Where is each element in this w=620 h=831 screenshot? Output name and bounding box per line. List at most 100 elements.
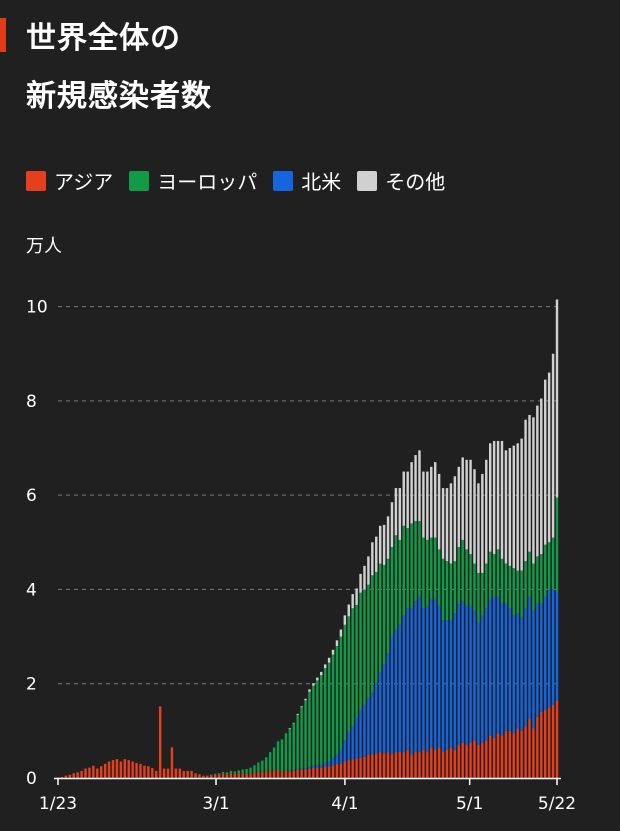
bar-segment-series1-day103	[461, 601, 464, 743]
bar-segment-series0-day23	[147, 766, 150, 778]
bar-segment-series0-day39	[210, 775, 213, 778]
bar-segment-series0-day111	[492, 737, 496, 778]
bar-segment-series0-day91	[414, 752, 417, 778]
bar-segment-series2-day67	[320, 675, 323, 765]
bar-segment-series0-day104	[465, 745, 468, 778]
bar-segment-series3-day99	[445, 488, 449, 562]
bar-segment-series1-day101	[453, 613, 457, 750]
bar-segment-series2-day42	[221, 771, 225, 774]
bar-segment-series1-day66	[316, 765, 319, 768]
bar-segment-series0-day105	[469, 742, 472, 778]
chart-title-line1: 世界全体の	[26, 21, 181, 56]
bar-segment-series2-day104	[465, 549, 468, 606]
bar-segment-series1-day117	[516, 613, 519, 729]
bar-segment-series1-day108	[481, 615, 484, 743]
bar-segment-series2-day53	[265, 757, 268, 772]
bar-segment-series0-day24	[151, 768, 154, 778]
bar-segment-series3-day97	[437, 473, 441, 550]
y-tick-label-4: 4	[26, 580, 37, 600]
bar-segment-series1-day114	[504, 603, 508, 731]
bar-segment-series1-day68	[323, 762, 327, 767]
bar-segment-series2-day120	[528, 551, 531, 597]
bar-segment-series1-day79	[367, 697, 370, 755]
legend-swatch-asia	[26, 170, 46, 191]
bar-segment-series0-day101	[453, 749, 457, 778]
bar-segment-series0-day33	[186, 770, 189, 778]
bar-segment-series0-day52	[261, 772, 264, 778]
bar-segment-series3-day83	[382, 524, 386, 565]
bar-segment-series0-day107	[477, 745, 480, 778]
bar-segment-series2-day123	[540, 554, 543, 604]
bar-segment-series0-day115	[508, 730, 512, 778]
bar-segment-series1-day85	[390, 636, 394, 755]
bar-segment-series1-day72	[339, 749, 343, 764]
bar-segment-series0-day77	[359, 757, 362, 778]
bar-segment-series0-day13	[107, 761, 111, 778]
bar-segment-series0-day82	[378, 752, 382, 778]
chart-title: 世界全体の 新規感染者数	[26, 10, 212, 126]
legend-label-europe: ヨーロッパ	[157, 170, 258, 194]
bar-segment-series0-day21	[139, 763, 142, 778]
bar-segment-series0-day89	[406, 749, 409, 778]
bar-segment-series0-day126	[551, 704, 555, 778]
bar-segment-series0-day10	[96, 768, 99, 778]
bar-segment-series3-day122	[536, 405, 539, 557]
bar-segment-series2-day77	[359, 592, 362, 711]
bar-segment-series0-day73	[343, 761, 347, 778]
x-tick-label-2: 4/1	[331, 794, 358, 814]
bar-segment-series0-day106	[473, 740, 476, 778]
bar-segment-series2-day54	[268, 752, 272, 771]
bar-segment-series3-day73	[343, 615, 347, 625]
bar-segment-series2-day81	[375, 571, 378, 683]
bar-segment-series1-day64	[308, 767, 311, 769]
bar-segment-series1-day126	[551, 589, 555, 705]
bar-segment-series1-day116	[512, 615, 515, 734]
bar-segment-series3-day101	[453, 476, 457, 562]
x-tick-label-0: 1/23	[39, 794, 77, 814]
legend-swatch-north-america	[273, 170, 294, 191]
bar-segment-series1-day124	[543, 596, 547, 710]
bar-segment-series0-day75	[351, 759, 354, 778]
bar-segment-series2-day46	[237, 770, 240, 774]
bar-segment-series3-day102	[457, 466, 460, 547]
bar-segment-series0-day3	[68, 774, 72, 778]
bar-segment-series3-day63	[304, 698, 307, 701]
bar-segment-series0-day20	[135, 762, 138, 778]
bar-segment-series2-day92	[418, 521, 421, 597]
bar-segment-series0-day27	[162, 768, 166, 778]
bar-segment-series1-day92	[418, 596, 421, 753]
bar-segment-series0-day12	[103, 763, 107, 778]
bar-segment-series3-day67	[320, 671, 323, 676]
bar-segment-series0-day96	[433, 749, 437, 778]
bar-segment-series2-day65	[312, 685, 315, 766]
bar-segment-series2-day87	[398, 539, 402, 625]
bar-segment-series2-day86	[394, 535, 398, 630]
bar-segment-series0-day28	[166, 768, 170, 778]
bar-segment-series2-day119	[524, 561, 527, 609]
bar-segment-series3-day65	[312, 683, 315, 686]
bar-segment-series0-day9	[92, 765, 95, 778]
bar-segment-series0-day31	[178, 768, 182, 778]
bar-segment-series1-day99	[445, 620, 449, 750]
bar-segment-series0-day36	[198, 774, 201, 778]
x-tick-label-1: 3/1	[202, 794, 229, 814]
bar-segment-series2-day58	[284, 733, 288, 771]
bar-segment-series0-day37	[202, 775, 205, 778]
bar-segment-series2-day88	[402, 525, 405, 616]
bar-segment-series0-day65	[312, 767, 315, 778]
bar-segment-series3-day115	[508, 448, 512, 566]
bar-segment-series2-day51	[257, 762, 260, 772]
bars	[56, 299, 559, 779]
bar-segment-series1-day83	[382, 663, 386, 754]
bar-segment-series3-day125	[547, 372, 551, 543]
bar-segment-series0-day26	[158, 706, 162, 778]
bar-segment-series1-day109	[485, 608, 488, 741]
bar-segment-series2-day68	[323, 668, 327, 763]
bar-segment-series2-day55	[272, 747, 276, 771]
bar-segment-series2-day112	[496, 549, 500, 597]
bar-segment-series1-day110	[488, 598, 492, 736]
bar-segment-series0-day25	[155, 770, 158, 778]
bar-segment-series0-day100	[449, 747, 453, 778]
bar-segment-series2-day74	[347, 616, 350, 732]
bar-segment-series2-day103	[461, 539, 464, 602]
